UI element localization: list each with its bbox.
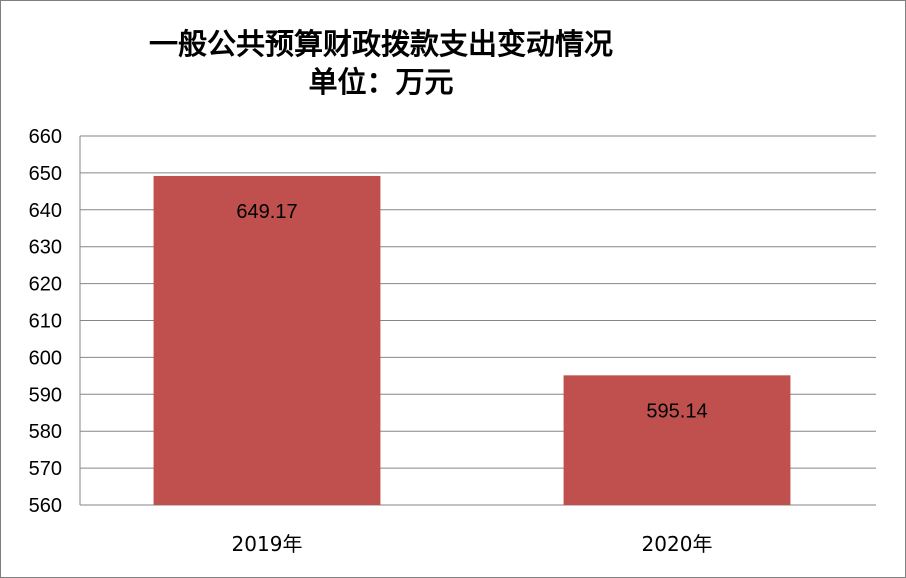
y-tick-label: 640	[29, 200, 62, 222]
data-label: 649.17	[236, 201, 297, 223]
y-tick-label: 580	[29, 421, 62, 443]
bars	[153, 175, 791, 505]
y-tick-label: 600	[29, 347, 62, 369]
y-tick-label: 570	[29, 458, 62, 480]
y-tick-label: 590	[29, 384, 62, 406]
y-tick-label: 660	[29, 126, 62, 148]
x-tick-label: 2020年	[642, 532, 713, 556]
y-tick-label: 610	[29, 311, 62, 333]
chart-title-block: 一般公共预算财政拨款支出变动情况 单位：万元	[1, 25, 761, 101]
y-tick-label: 650	[29, 163, 62, 185]
y-tick-label: 560	[29, 495, 62, 517]
y-axis-ticks: 560 570 580 590 600 610 620 630 640 650 660	[29, 126, 62, 517]
data-label: 595.14	[646, 400, 707, 422]
y-tick-label: 620	[29, 274, 62, 296]
bar-1	[153, 175, 381, 505]
x-axis-ticks: 2019年 2020年	[232, 532, 713, 556]
x-tick-label: 2019年	[232, 532, 303, 556]
y-tick-label: 630	[29, 237, 62, 259]
data-labels: 649.17 595.14	[236, 201, 707, 422]
bar-2	[563, 375, 791, 505]
chart-title: 一般公共预算财政拨款支出变动情况	[148, 27, 613, 61]
chart-subtitle: 单位：万元	[308, 65, 454, 99]
